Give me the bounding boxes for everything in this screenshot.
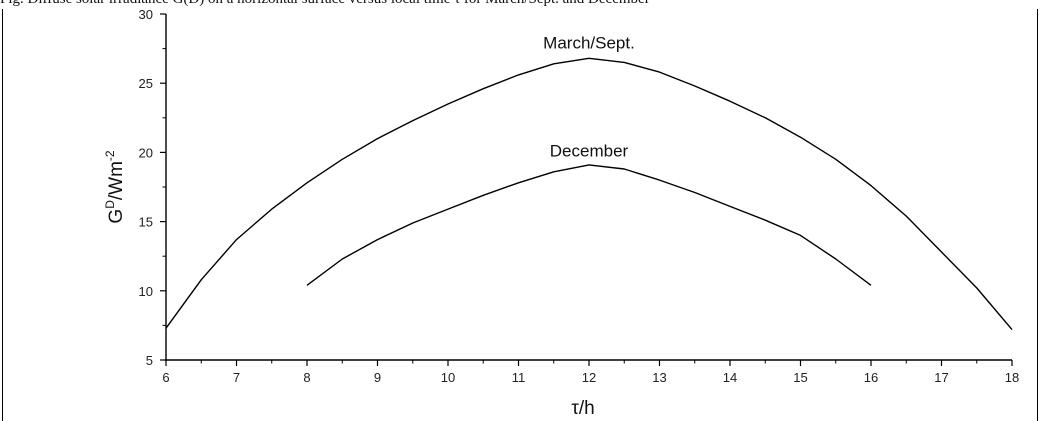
- x-tick-label-15: 15: [793, 370, 807, 385]
- frame-right-border: [1037, 9, 1038, 421]
- y-tick-label-10: 10: [139, 284, 153, 299]
- series-line-december: [306, 164, 872, 286]
- series-line-march-sept: [165, 57, 1013, 331]
- x-tick-label-6: 6: [162, 370, 169, 385]
- x-tick-label-7: 7: [233, 370, 240, 385]
- y-tick-label-15: 15: [139, 215, 153, 230]
- x-tick-label-9: 9: [374, 370, 381, 385]
- y-tick-label-30: 30: [139, 7, 153, 22]
- x-tick-label-13: 13: [652, 370, 666, 385]
- y-axis-title: GD/Wm-2: [103, 150, 127, 223]
- x-tick-label-12: 12: [582, 370, 596, 385]
- y-tick-label-25: 25: [139, 76, 153, 91]
- x-tick-label-14: 14: [723, 370, 737, 385]
- x-tick-label-16: 16: [864, 370, 878, 385]
- x-tick-label-11: 11: [512, 370, 526, 385]
- x-tick-label-17: 17: [934, 370, 948, 385]
- frame-left-border: [2, 9, 3, 421]
- y-tick-label-20: 20: [139, 145, 153, 160]
- series-label-december: December: [550, 142, 629, 161]
- series-label-march-sept: March/Sept.: [543, 34, 635, 53]
- y-tick-label-5: 5: [146, 353, 153, 368]
- x-tick-label-18: 18: [1005, 370, 1019, 385]
- x-axis-title: τ/h: [571, 398, 594, 419]
- x-tick-label-10: 10: [441, 370, 455, 385]
- figure-caption: Fig. Diffuse solar irradiance G(D) on a …: [0, 0, 1041, 9]
- x-tick-label-8: 8: [303, 370, 310, 385]
